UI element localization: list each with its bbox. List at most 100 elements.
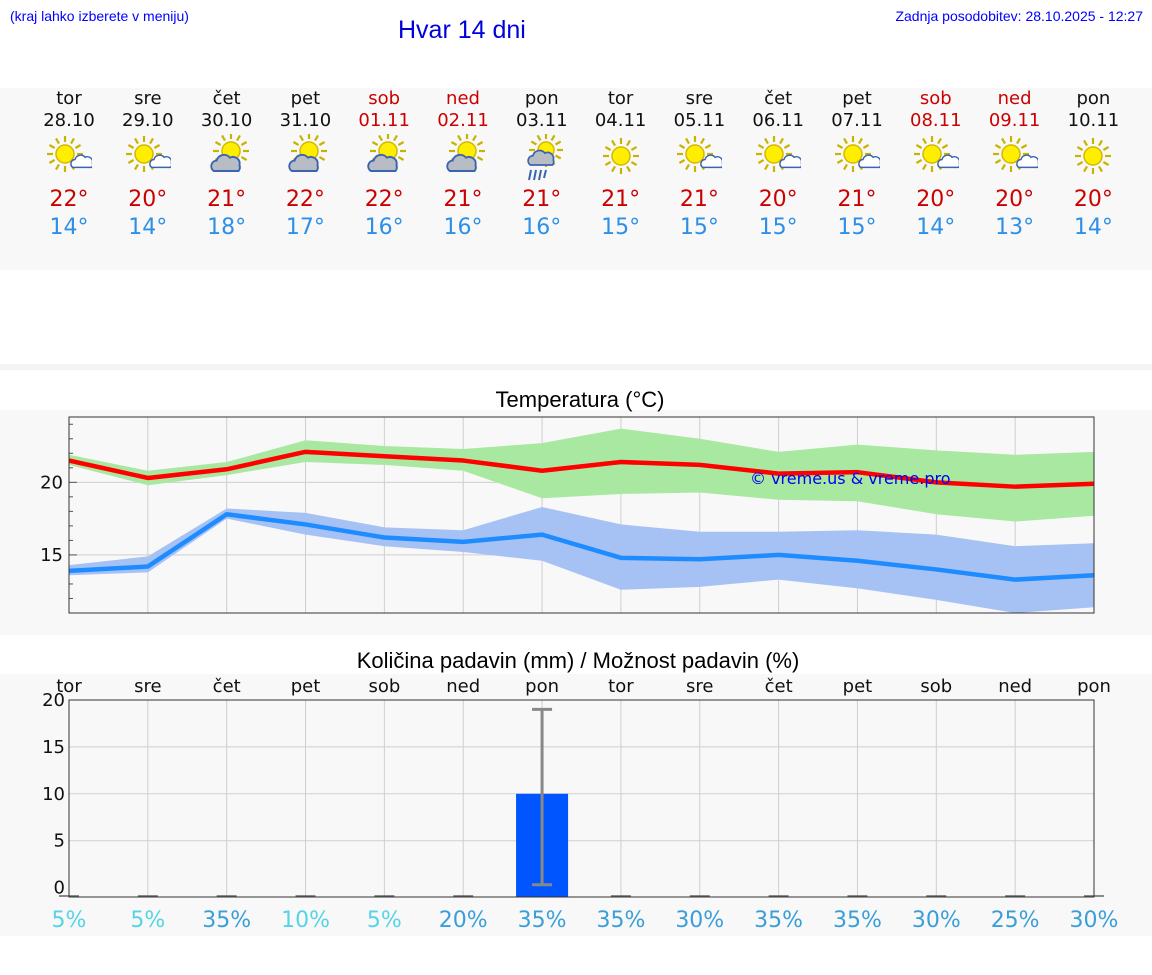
max-temp: 21°	[443, 187, 483, 212]
max-temp: 21°	[601, 187, 641, 212]
max-temp-point	[778, 473, 780, 475]
sun-icon	[581, 134, 661, 182]
y-tick-label: 5	[54, 831, 65, 852]
day-column: sob 01.11 22° 16°	[344, 88, 424, 242]
temperature-chart: 15 20 © vreme.us & vreme.pro	[40, 416, 1095, 614]
day-column: tor 28.10 22° 14°	[29, 88, 109, 242]
day-column: pon 10.11 20° 14°	[1053, 88, 1133, 242]
x-day-label: čet	[213, 676, 241, 697]
day-name: tor	[607, 88, 634, 109]
day-column: sre 29.10 20° 14°	[108, 88, 188, 242]
min-temp: 16°	[364, 215, 404, 240]
min-temp-point	[1014, 579, 1016, 581]
precip-probability: 30%	[1070, 908, 1119, 933]
sun-grey-cloud-icon	[423, 134, 503, 182]
day-date: 06.11	[752, 110, 804, 131]
plot-area	[69, 700, 1094, 897]
day-name: ned	[446, 88, 480, 109]
x-day-label: sob	[368, 676, 400, 697]
max-temp-line	[68, 449, 1095, 489]
day-date: 04.11	[594, 110, 647, 131]
min-temp-point	[935, 568, 937, 570]
max-temp-point	[462, 460, 464, 462]
y-tick-label: 15	[40, 545, 63, 566]
day-name: pet	[842, 88, 872, 109]
x-day-label: čet	[765, 676, 793, 697]
min-temp: 18°	[207, 215, 247, 240]
sun-rain-icon	[502, 134, 582, 182]
x-day-label: pon	[525, 676, 559, 697]
precip-chart-title: Količina padavin (mm) / Možnost padavin …	[356, 648, 800, 673]
watermark: © vreme.us & vreme.pro	[750, 469, 951, 488]
day-column: sob 08.11 20° 14°	[896, 88, 976, 242]
x-day-label: tor	[56, 676, 82, 697]
min-temp-point	[305, 523, 307, 525]
max-temp: 20°	[128, 187, 168, 212]
min-temp-point	[699, 558, 701, 560]
precip-probability: 30%	[912, 908, 961, 933]
day-date: 09.11	[988, 110, 1041, 131]
sun-cloud-icon	[738, 134, 818, 182]
y-tick-label: 10	[42, 784, 65, 805]
location-hint: (kraj lahko izberete v meniju)	[10, 8, 189, 24]
sun-icon	[1053, 134, 1133, 182]
y-tick-label: 20	[42, 690, 65, 711]
day-column: ned 09.11 20° 13°	[975, 88, 1055, 242]
max-temp: 20°	[995, 187, 1035, 212]
day-column: sre 05.11 21° 15°	[659, 88, 739, 242]
precip-probability: 35%	[518, 908, 567, 933]
max-temp: 22°	[49, 187, 89, 212]
x-day-label: sob	[920, 676, 952, 697]
day-date: 31.10	[279, 110, 332, 131]
precip-probability: 35%	[596, 908, 645, 933]
max-temp: 21°	[679, 187, 719, 212]
sun-grey-cloud-icon	[265, 134, 345, 182]
precip-probability: 5%	[130, 908, 165, 933]
plot-frame	[68, 416, 1095, 614]
precip-probability: 10%	[281, 908, 330, 933]
min-temp-point	[147, 566, 149, 568]
min-temp: 14°	[916, 215, 956, 240]
y-tick-label: 20	[40, 472, 63, 493]
min-temp: 17°	[285, 215, 325, 240]
last-update: Zadnja posodobitev: 28.10.2025 - 12:27	[895, 8, 1143, 24]
x-day-label: tor	[608, 676, 634, 697]
precip-probability: 25%	[991, 908, 1040, 933]
day-name: pon	[1076, 88, 1111, 109]
day-name: tor	[56, 88, 82, 109]
precip-probability: 35%	[833, 908, 882, 933]
day-name: sob	[368, 88, 401, 109]
min-temp: 15°	[601, 215, 641, 240]
min-temp: 16°	[443, 215, 483, 240]
day-column: ned 02.11 21° 16°	[423, 88, 503, 242]
day-name: pet	[290, 88, 321, 109]
max-temp: 21°	[837, 187, 877, 212]
plot-frame	[68, 699, 1095, 898]
separator	[0, 364, 1152, 370]
sun-cloud-icon	[108, 134, 188, 182]
page-title: Hvar 14 dni	[398, 16, 526, 44]
day-date: 01.11	[358, 110, 410, 131]
min-temp-point	[226, 513, 228, 515]
sun-grey-cloud-icon	[187, 134, 267, 182]
day-date: 10.11	[1067, 110, 1120, 131]
sun-cloud-icon	[975, 134, 1055, 182]
sun-grey-cloud-icon	[344, 134, 424, 182]
forecast-days: tor 28.10 22° 14° sre 29.10 20° 14° čet 30.10 2…	[0, 88, 1152, 268]
max-temp: 22°	[364, 187, 404, 212]
day-date: 03.11	[516, 110, 568, 131]
min-temp-point	[541, 534, 543, 536]
forecast-band	[0, 88, 1152, 270]
max-temp-point	[620, 461, 622, 463]
min-temp-point	[778, 554, 780, 556]
day-column: tor 04.11 21° 15°	[581, 88, 661, 242]
temperature-chart-title: Temperatura (°C)	[495, 387, 665, 412]
min-temp-point	[383, 537, 385, 539]
min-temp: 13°	[995, 215, 1035, 240]
sun-cloud-icon	[896, 134, 976, 182]
max-temp: 20°	[916, 187, 956, 212]
day-name: sre	[685, 88, 714, 109]
day-name: čet	[212, 88, 241, 109]
max-temp-point	[856, 471, 858, 473]
